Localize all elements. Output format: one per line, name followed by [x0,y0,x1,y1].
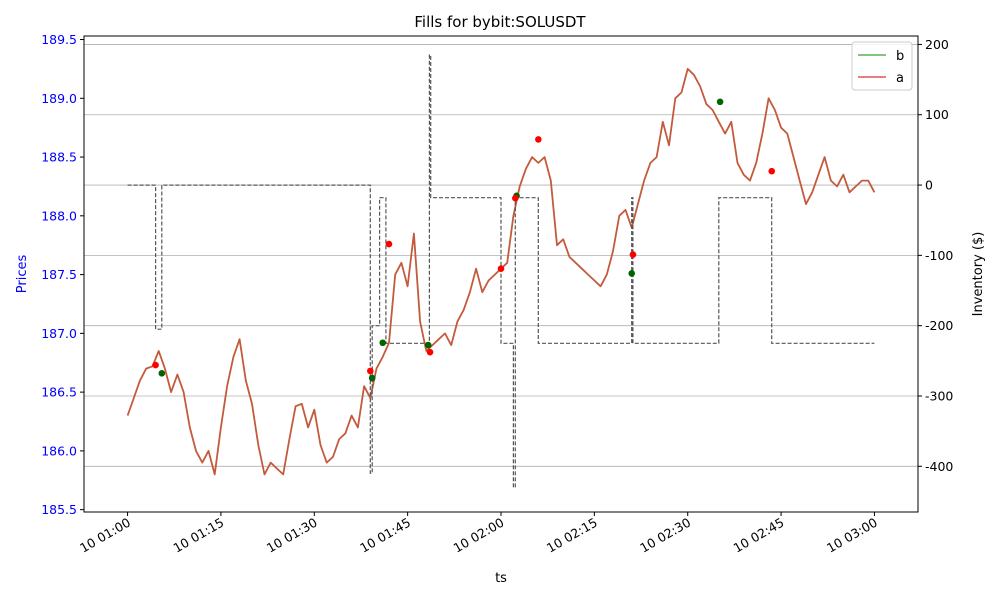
right-tick-label: 0 [925,178,933,193]
x-tick-label: 10 02:30 [637,515,693,556]
legend: b a [851,41,913,91]
legend-label-b: b [896,49,904,64]
right-axis-label: Inventory ($) [971,232,986,317]
x-tick-label: 10 02:45 [731,515,787,556]
x-tick-label: 10 01:45 [357,515,413,556]
left-tick-label: 185.5 [41,502,77,517]
bid-fill-marker [716,98,724,106]
legend-label-a: a [896,71,904,86]
left-tick-label: 189.0 [41,91,77,106]
right-tick-label: 100 [925,107,949,122]
x-axis-label: ts [495,571,507,586]
right-tick-label: 200 [925,37,949,52]
right-tick-label: -400 [925,459,953,474]
ask-fill-marker [629,251,637,258]
bid-fill-marker [628,270,636,277]
left-tick-label: 186.0 [41,443,77,458]
right-tick-label: -300 [925,388,953,403]
fill-markers [152,98,776,382]
bid-fill-marker [424,341,432,349]
left-tick-label: 188.0 [41,208,77,223]
x-tick-label: 10 01:30 [264,515,320,556]
chart-title: Fills for bybit:SOLUSDT [414,13,586,31]
ask-fill-marker [497,265,505,273]
ask-fill-marker [366,367,374,375]
ask-fill-marker [768,167,776,175]
left-axis-label: Prices [15,255,30,294]
left-tick-label: 188.5 [41,150,77,165]
ask-fill-marker [426,348,434,356]
grid [84,44,918,467]
left-tick-label: 186.5 [41,385,77,400]
x-tick-label: 10 02:15 [544,515,600,556]
ask-fill-marker [385,240,393,248]
right-tick-label: -100 [925,248,953,263]
left-tick-label: 189.5 [41,32,77,47]
x-tick-label: 10 01:00 [77,515,133,556]
bid-fill-marker [379,339,387,347]
x-tick-label: 10 03:00 [824,515,880,556]
bid-fill-marker [158,370,166,377]
bid-fill-marker [368,374,376,382]
ask-fill-marker [512,194,519,202]
x-tick-label: 10 02:00 [451,515,507,556]
ask-fill-marker [535,136,542,143]
x-tick-label: 10 01:15 [171,515,227,556]
left-tick-label: 187.5 [41,267,77,282]
right-tick-label: -200 [925,318,953,333]
left-axis: 185.5 186.0 186.5 187.0 187.5 188.0 188.5 189.0… [41,32,84,517]
right-axis: -400 -300 -200 -100 0 100 200 [918,37,953,474]
left-tick-label: 187.0 [41,326,77,341]
x-axis: 10 01:00 10 01:15 10 01:30 10 01:45 10 02:00… [77,512,880,556]
ask-fill-marker [152,361,159,369]
